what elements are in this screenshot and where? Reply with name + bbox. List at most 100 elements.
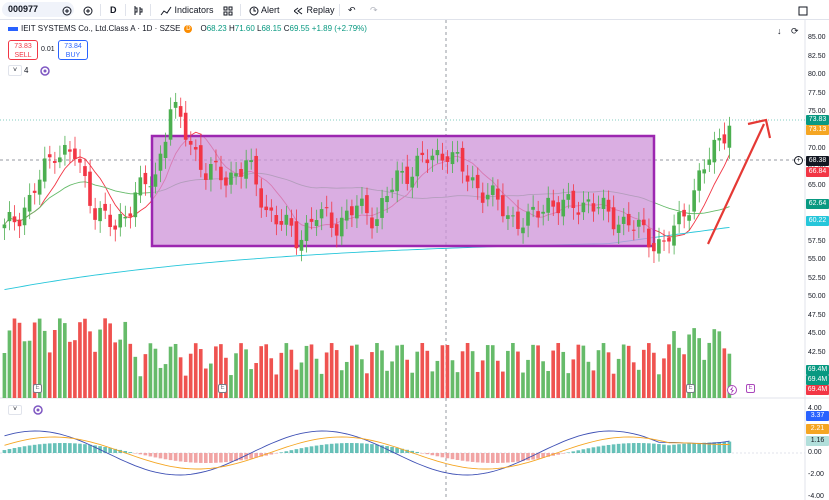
candle[interactable]	[410, 167, 415, 199]
layouts-icon[interactable]	[223, 3, 233, 17]
candle[interactable]	[188, 131, 193, 156]
candle[interactable]	[395, 161, 399, 203]
candle[interactable]	[193, 139, 198, 162]
candle[interactable]	[203, 162, 208, 190]
candle[interactable]	[506, 206, 510, 230]
candle[interactable]	[677, 200, 681, 233]
candle[interactable]	[229, 161, 233, 194]
alert-button[interactable]: Alert	[249, 3, 280, 17]
indicator-settings-icon[interactable]	[40, 65, 51, 76]
candle[interactable]	[430, 148, 435, 172]
candle[interactable]	[652, 235, 656, 263]
candle[interactable]	[47, 145, 52, 169]
candle[interactable]	[490, 177, 495, 207]
candle[interactable]	[445, 150, 450, 174]
candle[interactable]	[12, 205, 17, 231]
candle[interactable]	[209, 157, 213, 192]
candle[interactable]	[606, 190, 611, 223]
candle[interactable]	[158, 145, 163, 183]
candle[interactable]	[294, 209, 299, 255]
maximize-icon[interactable]	[798, 3, 808, 17]
candle[interactable]	[485, 183, 490, 207]
candle[interactable]	[566, 182, 571, 209]
candle[interactable]	[360, 187, 364, 214]
redo-icon[interactable]: ↷	[370, 5, 378, 15]
candle[interactable]	[234, 161, 238, 185]
candle[interactable]	[2, 218, 7, 241]
candle[interactable]	[269, 199, 274, 222]
candle[interactable]	[586, 192, 591, 214]
candle[interactable]	[581, 191, 586, 221]
candle[interactable]	[616, 215, 621, 245]
candle[interactable]	[83, 158, 87, 188]
candle[interactable]	[370, 207, 374, 239]
candle[interactable]	[339, 206, 344, 246]
candle[interactable]	[32, 183, 37, 205]
download-arrow-icon[interactable]: ↓	[777, 26, 782, 36]
macd-settings-icon[interactable]	[33, 405, 43, 415]
candle[interactable]	[319, 202, 324, 231]
candle[interactable]	[27, 183, 32, 220]
candle[interactable]	[254, 148, 258, 197]
candle[interactable]	[672, 214, 676, 255]
candle[interactable]	[546, 186, 550, 221]
candle[interactable]	[37, 169, 42, 205]
candle[interactable]	[621, 208, 626, 236]
candle[interactable]	[551, 189, 555, 216]
candle[interactable]	[541, 204, 545, 226]
candle[interactable]	[264, 194, 269, 217]
candle[interactable]	[93, 197, 97, 230]
candle[interactable]	[727, 116, 732, 159]
candle[interactable]	[168, 97, 173, 146]
candle[interactable]	[57, 145, 62, 169]
candle[interactable]	[103, 192, 107, 220]
candle[interactable]	[108, 203, 112, 237]
candle[interactable]	[118, 203, 123, 237]
candle[interactable]	[425, 149, 430, 174]
candle[interactable]	[334, 218, 339, 248]
candle[interactable]	[511, 206, 515, 228]
candle[interactable]	[344, 199, 349, 230]
candle[interactable]	[22, 197, 27, 236]
candle[interactable]	[249, 148, 253, 170]
candle[interactable]	[259, 178, 263, 218]
candle[interactable]	[475, 167, 480, 200]
candle[interactable]	[324, 195, 329, 217]
candle[interactable]	[657, 227, 661, 262]
candle[interactable]	[662, 229, 666, 251]
candle[interactable]	[385, 186, 389, 213]
candle[interactable]	[380, 189, 384, 230]
buy-button[interactable]: 73.84 BUY	[58, 40, 88, 60]
candle[interactable]	[420, 141, 425, 163]
compare-icon[interactable]	[62, 3, 72, 17]
candle[interactable]	[143, 165, 148, 196]
earnings-marker[interactable]: E	[218, 384, 227, 393]
candle[interactable]	[98, 201, 102, 233]
candle[interactable]	[470, 165, 475, 189]
candle[interactable]	[707, 147, 712, 172]
candle[interactable]	[365, 187, 369, 225]
candle[interactable]	[611, 195, 616, 236]
candle[interactable]	[531, 195, 535, 218]
candle[interactable]	[314, 209, 319, 236]
candle[interactable]	[415, 148, 420, 188]
candle[interactable]	[405, 154, 409, 191]
candle[interactable]	[516, 199, 520, 236]
indicators-button[interactable]: Indicators	[160, 3, 214, 17]
candle[interactable]	[128, 206, 133, 229]
sell-button[interactable]: 73.83 SELL	[8, 40, 38, 60]
candle[interactable]	[183, 100, 188, 147]
candle[interactable]	[712, 131, 717, 174]
candle[interactable]	[692, 178, 696, 220]
candle[interactable]	[702, 159, 707, 184]
crosshair-plus-icon[interactable]: +	[794, 156, 803, 165]
candle[interactable]	[450, 141, 455, 173]
candle[interactable]	[304, 215, 309, 253]
candle[interactable]	[17, 212, 22, 238]
add-symbol-icon[interactable]	[83, 3, 93, 17]
candle[interactable]	[596, 195, 601, 215]
earnings-marker-upcoming[interactable]: E	[746, 384, 755, 393]
candle[interactable]	[526, 203, 530, 238]
candle[interactable]	[284, 205, 289, 236]
candle[interactable]	[224, 171, 228, 198]
